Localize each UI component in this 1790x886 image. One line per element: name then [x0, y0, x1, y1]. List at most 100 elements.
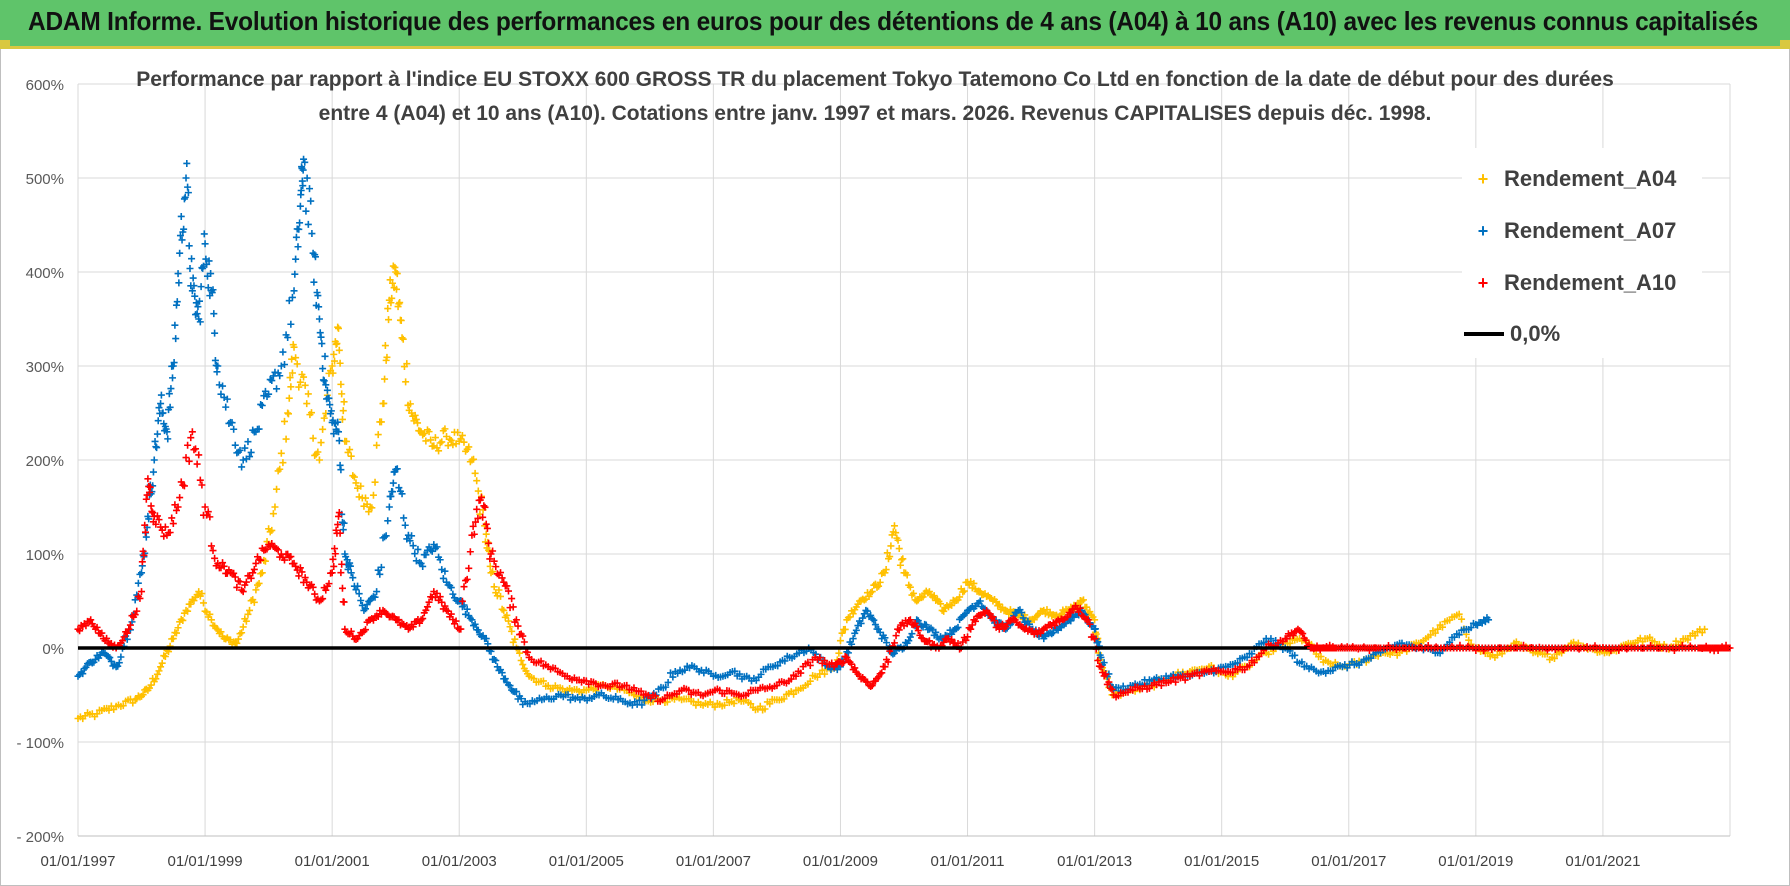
data-point-interp — [1291, 651, 1299, 659]
data-point-interp — [403, 360, 411, 368]
data-point-interp — [336, 359, 344, 367]
data-point-interp — [458, 431, 466, 439]
data-point-interp — [123, 629, 131, 637]
data-point — [303, 578, 311, 586]
data-point-interp — [1157, 682, 1165, 690]
data-point-interp — [756, 702, 764, 710]
data-point-interp — [374, 431, 382, 439]
data-point-interp — [335, 437, 343, 445]
data-point-interp — [882, 566, 890, 574]
data-point-interp — [355, 493, 363, 501]
data-point-interp — [352, 586, 360, 594]
data-point — [468, 616, 476, 624]
data-point-interp — [663, 698, 671, 706]
legend-item-a07: + Rendement_A07 — [1462, 216, 1677, 246]
data-point-interp — [200, 230, 208, 238]
data-point-interp — [498, 669, 506, 677]
data-point — [512, 616, 520, 624]
data-point-interp — [325, 394, 333, 402]
data-point-interp — [471, 620, 479, 628]
data-point-interp — [473, 477, 481, 485]
chart-legend: + Rendement_A04 + Rendement_A07 + Rendem… — [1462, 148, 1702, 358]
data-point-interp — [236, 578, 244, 586]
data-point-interp — [219, 382, 227, 390]
data-point-interp — [849, 610, 857, 618]
data-point-interp — [231, 573, 239, 581]
data-point-interp — [409, 542, 417, 550]
data-point-interp — [1019, 614, 1027, 622]
data-point-interp — [340, 598, 348, 606]
data-point-interp — [164, 435, 172, 443]
data-point-interp — [780, 695, 788, 703]
x-tick-label: 01/01/2005 — [549, 853, 624, 870]
data-point-interp — [185, 242, 193, 250]
data-point-interp — [315, 303, 323, 311]
y-tick-label: 500% — [26, 171, 64, 188]
data-point-interp — [281, 556, 288, 564]
data-point-interp — [851, 664, 859, 672]
data-point-interp — [362, 626, 370, 634]
data-point-interp — [420, 429, 428, 437]
y-tick-label: 400% — [26, 265, 64, 282]
data-point-interp — [908, 630, 916, 638]
data-point-interp — [899, 555, 907, 563]
data-point-interp — [393, 465, 401, 473]
data-point-interp — [321, 352, 329, 360]
data-point-interp — [233, 583, 241, 591]
data-point-interp — [1086, 608, 1094, 616]
data-point-interp — [303, 174, 311, 182]
data-point-interp — [382, 532, 390, 540]
data-point-interp — [504, 587, 512, 595]
data-point-interp — [422, 551, 430, 559]
data-point-interp — [995, 600, 1003, 608]
data-point-interp — [480, 502, 488, 510]
data-point-interp — [277, 449, 285, 457]
data-point-interp — [730, 699, 738, 707]
data-point — [1243, 653, 1251, 661]
x-tick-label: 01/01/1999 — [168, 853, 243, 870]
data-point-interp — [903, 571, 911, 579]
data-point-interp — [158, 526, 166, 534]
data-point-interp — [171, 321, 179, 329]
data-point-interp — [392, 285, 400, 293]
data-point-interp — [338, 560, 346, 568]
data-point — [500, 606, 508, 614]
data-point-interp — [441, 602, 449, 610]
data-point-interp — [896, 561, 904, 569]
data-point-interp — [841, 625, 849, 633]
x-tick-label: 01/01/2001 — [295, 853, 370, 870]
legend-item-a04: + Rendement_A04 — [1462, 164, 1677, 194]
data-point-interp — [384, 517, 392, 525]
data-point-interp — [895, 626, 903, 634]
data-point-interp — [287, 383, 295, 391]
data-point-interp — [172, 506, 180, 514]
data-point-interp — [340, 398, 348, 406]
data-point-interp — [894, 536, 902, 544]
data-point — [157, 400, 165, 408]
data-point-interp — [1172, 678, 1180, 686]
data-point-interp — [327, 407, 335, 415]
x-tick-label: 01/01/2019 — [1438, 853, 1513, 870]
data-point-interp — [330, 562, 338, 570]
data-point-interp — [299, 182, 307, 190]
data-point-interp — [651, 692, 659, 700]
banner-corner-right — [1780, 40, 1790, 49]
data-point-interp — [180, 225, 188, 233]
data-point-interp — [790, 690, 798, 698]
data-point-interp — [508, 595, 516, 603]
data-point-interp — [381, 533, 389, 541]
data-point-interp — [188, 255, 196, 263]
data-point-interp — [380, 399, 388, 407]
data-point-interp — [279, 348, 287, 356]
data-point-interp — [497, 592, 505, 600]
data-point-interp — [314, 448, 322, 456]
data-point-interp — [878, 669, 886, 677]
x-tick-label: 01/01/2017 — [1311, 853, 1386, 870]
x-tick-label: 01/01/2007 — [676, 853, 751, 870]
data-point-interp — [1289, 632, 1297, 640]
data-point-interp — [222, 403, 230, 411]
data-point-interp — [385, 316, 393, 324]
data-point-interp — [1299, 630, 1307, 638]
data-point — [1084, 616, 1092, 624]
